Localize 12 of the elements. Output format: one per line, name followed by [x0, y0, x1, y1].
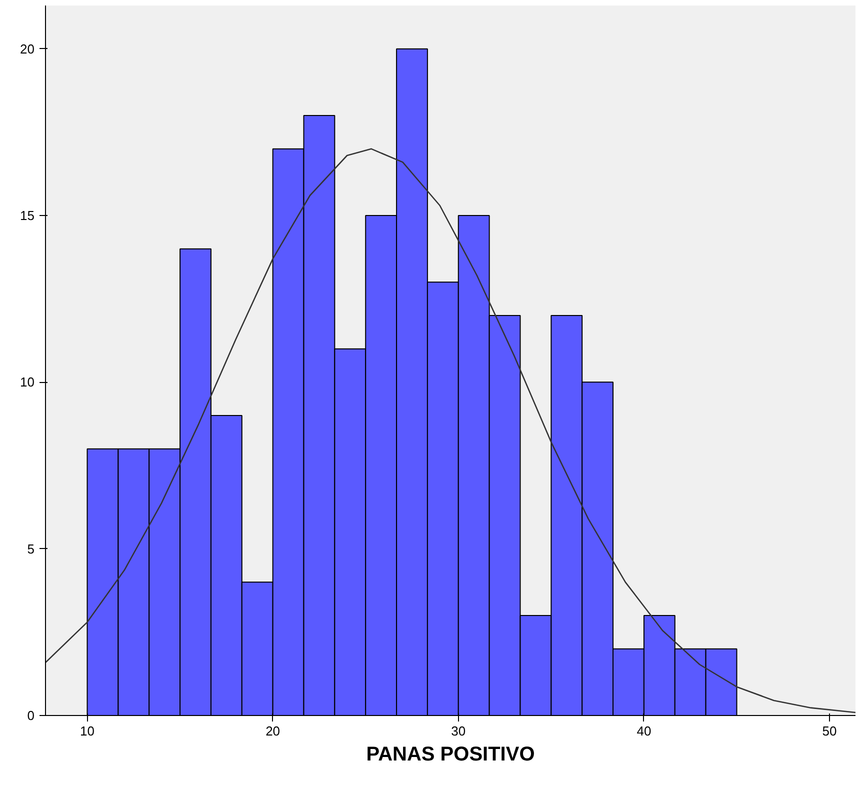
x-tick-label: 20: [266, 724, 280, 738]
x-tick-label: 50: [822, 724, 837, 738]
y-tick-label: 10: [20, 374, 35, 390]
x-tick-label: 40: [636, 724, 652, 738]
x-tick-label: 30: [451, 724, 466, 738]
x-axis-title: PANAS POSITIVO: [366, 744, 535, 766]
y-tick-label: 15: [20, 208, 35, 223]
x-tick-label: 10: [80, 724, 94, 738]
line-series: [46, 148, 856, 714]
y-tick-label: 5: [27, 541, 35, 556]
y-tick-label: 0: [27, 708, 35, 723]
y-tick-label: 20: [20, 41, 35, 56]
